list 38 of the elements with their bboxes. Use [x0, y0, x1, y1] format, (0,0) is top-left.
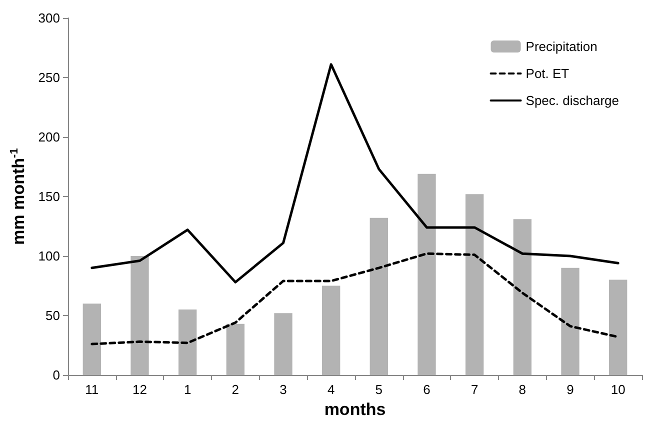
line-series	[90, 63, 620, 284]
legend-label: Spec. discharge	[526, 93, 620, 108]
x-tick-label: 5	[375, 382, 383, 397]
x-tick-label: 8	[518, 382, 526, 397]
y-tick-label: 300	[38, 10, 60, 26]
y-axis-title: mm month-1	[8, 148, 28, 245]
x-tick-label: 9	[566, 382, 574, 397]
line-series	[90, 252, 620, 346]
bar	[608, 280, 628, 375]
legend-label: Precipitation	[526, 39, 598, 54]
x-tick-label: 10	[610, 382, 626, 397]
bar	[82, 304, 102, 375]
y-tick-label: 250	[38, 70, 60, 85]
x-tick-label: 11	[85, 382, 99, 397]
y-tick-label: 200	[38, 130, 60, 144]
bar	[130, 256, 149, 375]
x-tick-label: 6	[423, 382, 430, 397]
bar	[178, 310, 197, 375]
bar	[370, 218, 388, 375]
x-tick-label: 1	[184, 382, 192, 397]
y-tick-label: 100	[38, 248, 60, 264]
bar	[418, 174, 436, 375]
x-tick-label: 4	[327, 382, 335, 397]
x-axis-title: months	[324, 400, 386, 419]
legend-label: Pot. ET	[526, 66, 570, 81]
bar	[513, 219, 532, 375]
bar	[226, 324, 245, 375]
x-tick-label: 7	[470, 382, 478, 397]
y-tick-label: 50	[46, 308, 60, 323]
x-tick-label: 3	[280, 382, 287, 397]
bar	[465, 194, 484, 375]
bar	[561, 268, 580, 375]
bar	[322, 286, 340, 375]
y-tick-label: 150	[38, 189, 60, 204]
x-tick-label: 2	[232, 382, 240, 397]
y-tick-label: 0	[52, 368, 60, 382]
x-tick-label: 12	[132, 382, 147, 397]
bar	[274, 313, 292, 375]
